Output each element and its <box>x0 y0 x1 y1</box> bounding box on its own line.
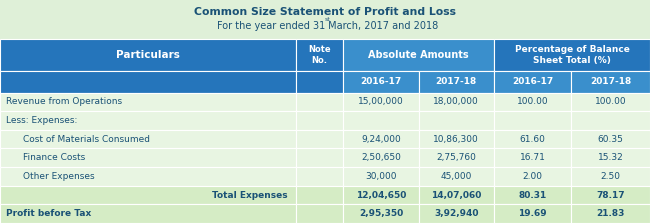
Bar <box>0 71 296 93</box>
Bar <box>296 167 343 186</box>
Bar <box>296 111 343 130</box>
Text: 10,86,300: 10,86,300 <box>434 135 479 144</box>
Bar <box>571 93 650 111</box>
Bar <box>343 39 494 71</box>
Bar <box>494 93 571 111</box>
Bar <box>419 149 494 167</box>
Text: 16.71: 16.71 <box>520 153 545 162</box>
Bar <box>571 71 650 93</box>
Bar <box>571 111 650 130</box>
Text: Percentage of Balance
Sheet Total (%): Percentage of Balance Sheet Total (%) <box>515 45 629 65</box>
Bar <box>419 204 494 223</box>
Text: 9,24,000: 9,24,000 <box>361 135 401 144</box>
Bar <box>343 93 419 111</box>
Bar <box>571 167 650 186</box>
Text: 2,50,650: 2,50,650 <box>361 153 401 162</box>
Text: 100.00: 100.00 <box>595 97 627 106</box>
Text: 61.60: 61.60 <box>520 135 545 144</box>
Bar <box>419 167 494 186</box>
Bar <box>419 186 494 204</box>
Text: 18,00,000: 18,00,000 <box>434 97 479 106</box>
Text: Note
No.: Note No. <box>308 45 331 65</box>
Bar <box>0 167 296 186</box>
Text: 2017-18: 2017-18 <box>590 77 631 87</box>
Text: March, 2017 and 2018: March, 2017 and 2018 <box>325 21 438 31</box>
Bar <box>494 167 571 186</box>
Text: 2,95,350: 2,95,350 <box>359 209 403 218</box>
Text: For the year ended 31: For the year ended 31 <box>216 21 325 31</box>
Text: Common Size Statement of Profit and Loss: Common Size Statement of Profit and Loss <box>194 7 456 17</box>
Text: Less: Expenses:: Less: Expenses: <box>6 116 78 125</box>
Text: Absolute Amounts: Absolute Amounts <box>369 50 469 60</box>
Bar <box>296 130 343 149</box>
Text: 3,92,940: 3,92,940 <box>434 209 478 218</box>
Bar <box>343 71 419 93</box>
Text: 2.00: 2.00 <box>523 172 543 181</box>
Text: 12,04,650: 12,04,650 <box>356 190 406 200</box>
Bar <box>296 149 343 167</box>
Bar <box>343 111 419 130</box>
Bar <box>494 204 571 223</box>
Bar <box>296 93 343 111</box>
Bar <box>343 167 419 186</box>
Bar <box>0 130 296 149</box>
Text: 14,07,060: 14,07,060 <box>431 190 482 200</box>
Text: Profit before Tax: Profit before Tax <box>6 209 92 218</box>
Bar <box>419 130 494 149</box>
Bar <box>419 111 494 130</box>
Text: 2017-18: 2017-18 <box>436 77 477 87</box>
Bar <box>0 111 296 130</box>
Text: 2.50: 2.50 <box>601 172 621 181</box>
Bar <box>494 149 571 167</box>
Text: Revenue from Operations: Revenue from Operations <box>6 97 123 106</box>
Text: Total Expenses: Total Expenses <box>213 190 288 200</box>
Bar <box>494 186 571 204</box>
Text: 78.17: 78.17 <box>596 190 625 200</box>
Text: Particulars: Particulars <box>116 50 180 60</box>
Bar <box>0 186 296 204</box>
Bar <box>419 93 494 111</box>
Text: Other Expenses: Other Expenses <box>23 172 94 181</box>
Text: 15.32: 15.32 <box>598 153 623 162</box>
Bar <box>571 186 650 204</box>
Text: Cost of Materials Consumed: Cost of Materials Consumed <box>23 135 150 144</box>
Bar <box>571 204 650 223</box>
Bar <box>343 186 419 204</box>
Text: 100.00: 100.00 <box>517 97 549 106</box>
Bar <box>296 39 343 71</box>
Text: st: st <box>325 17 331 22</box>
Bar <box>571 149 650 167</box>
Text: Finance Costs: Finance Costs <box>23 153 85 162</box>
Bar <box>0 149 296 167</box>
Bar <box>494 39 650 71</box>
Bar <box>296 204 343 223</box>
Text: 60.35: 60.35 <box>598 135 623 144</box>
Bar <box>343 149 419 167</box>
Bar <box>0 39 296 71</box>
Bar <box>494 130 571 149</box>
Text: 2016-17: 2016-17 <box>512 77 553 87</box>
Bar <box>0 204 296 223</box>
Text: 80.31: 80.31 <box>519 190 547 200</box>
Bar <box>0 93 296 111</box>
Text: 2,75,760: 2,75,760 <box>436 153 476 162</box>
Bar <box>571 130 650 149</box>
Bar <box>296 71 343 93</box>
Text: 45,000: 45,000 <box>441 172 472 181</box>
Text: 2016-17: 2016-17 <box>360 77 402 87</box>
Bar <box>494 111 571 130</box>
Bar <box>494 71 571 93</box>
Bar <box>419 71 494 93</box>
Text: 21.83: 21.83 <box>597 209 625 218</box>
Text: 19.69: 19.69 <box>518 209 547 218</box>
Bar <box>343 204 419 223</box>
Text: 30,000: 30,000 <box>365 172 396 181</box>
Bar <box>343 130 419 149</box>
Text: 15,00,000: 15,00,000 <box>358 97 404 106</box>
Bar <box>296 186 343 204</box>
